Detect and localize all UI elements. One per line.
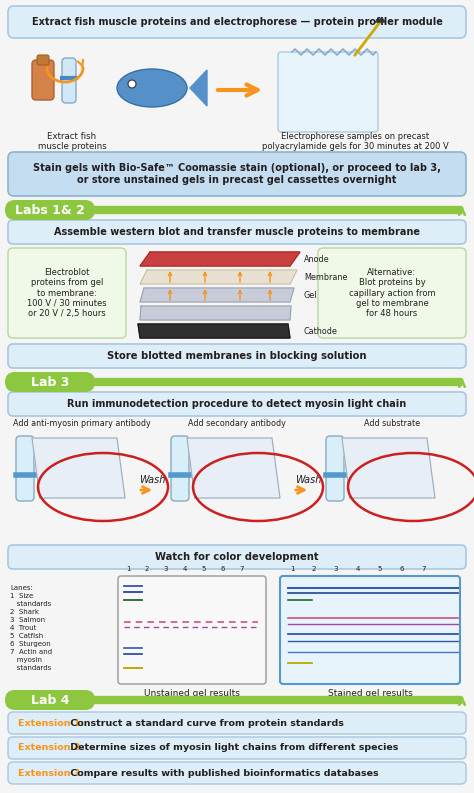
Text: Watch for color development: Watch for color development (155, 552, 319, 562)
Polygon shape (140, 306, 291, 320)
Ellipse shape (128, 80, 136, 88)
Text: 7: 7 (422, 566, 426, 572)
FancyBboxPatch shape (8, 344, 466, 368)
Text: Stained gel results: Stained gel results (328, 689, 412, 699)
FancyBboxPatch shape (16, 436, 34, 501)
FancyBboxPatch shape (8, 545, 466, 569)
FancyBboxPatch shape (8, 762, 466, 784)
Text: Extract fish
muscle proteins: Extract fish muscle proteins (37, 132, 106, 151)
Text: 4: 4 (356, 566, 360, 572)
FancyBboxPatch shape (280, 576, 460, 684)
Text: Cathode: Cathode (304, 327, 338, 335)
FancyBboxPatch shape (32, 60, 54, 100)
Text: Membrane: Membrane (304, 273, 347, 282)
Text: Add secondary antibody: Add secondary antibody (188, 419, 286, 427)
Text: Run immunodetection procedure to detect myosin light chain: Run immunodetection procedure to detect … (67, 399, 407, 409)
Polygon shape (140, 288, 294, 302)
Text: Add substrate: Add substrate (364, 419, 420, 427)
FancyBboxPatch shape (118, 576, 266, 684)
Text: 2: 2 (312, 566, 316, 572)
Text: Extract fish muscle proteins and electrophorese — protein profiler module: Extract fish muscle proteins and electro… (32, 17, 442, 27)
FancyBboxPatch shape (8, 737, 466, 759)
Text: 7: 7 (240, 566, 244, 572)
Text: Assemble western blot and transfer muscle proteins to membrane: Assemble western blot and transfer muscl… (54, 227, 420, 237)
Text: Construct a standard curve from protein standards: Construct a standard curve from protein … (67, 718, 344, 727)
Text: Extension 1:: Extension 1: (18, 718, 84, 727)
Text: Lab 3: Lab 3 (31, 376, 69, 389)
Text: Extension 3:: Extension 3: (18, 768, 84, 777)
Text: Compare results with published bioinformatics databases: Compare results with published bioinform… (67, 768, 379, 777)
FancyBboxPatch shape (318, 248, 466, 338)
FancyBboxPatch shape (8, 6, 466, 38)
Text: Gel: Gel (304, 290, 318, 300)
FancyBboxPatch shape (8, 220, 466, 244)
Text: Labs 1& 2: Labs 1& 2 (15, 204, 85, 216)
Text: 4: 4 (183, 566, 187, 572)
FancyBboxPatch shape (8, 712, 466, 734)
Text: Lanes:
1  Size
   standards
2  Shark
3  Salmon
4  Trout
5  Catfish
6  Sturgeon
7: Lanes: 1 Size standards 2 Shark 3 Salmon… (10, 585, 52, 671)
Polygon shape (140, 252, 300, 266)
Polygon shape (138, 324, 290, 338)
Text: 1: 1 (126, 566, 130, 572)
Text: 5: 5 (202, 566, 206, 572)
Text: Extension 2:: Extension 2: (18, 744, 84, 753)
FancyBboxPatch shape (8, 248, 126, 338)
Polygon shape (375, 18, 385, 22)
Text: Alternative:
Blot proteins by
capillary action from
gel to membrane
for 48 hours: Alternative: Blot proteins by capillary … (349, 268, 435, 318)
Text: 6: 6 (221, 566, 225, 572)
FancyBboxPatch shape (62, 58, 76, 103)
Polygon shape (32, 438, 125, 498)
Ellipse shape (117, 69, 187, 107)
FancyBboxPatch shape (171, 436, 189, 501)
Polygon shape (190, 70, 207, 106)
Text: Stain gels with Bio-Safe™ Coomassie stain (optional), or proceed to lab 3,
or st: Stain gels with Bio-Safe™ Coomassie stai… (33, 163, 441, 185)
Text: 3: 3 (334, 566, 338, 572)
FancyBboxPatch shape (5, 200, 95, 220)
Text: 3: 3 (164, 566, 168, 572)
Polygon shape (342, 438, 435, 498)
FancyBboxPatch shape (326, 436, 344, 501)
Text: Store blotted membranes in blocking solution: Store blotted membranes in blocking solu… (107, 351, 367, 361)
Text: 1: 1 (290, 566, 294, 572)
Polygon shape (140, 270, 297, 284)
Text: Anode: Anode (304, 255, 329, 263)
FancyBboxPatch shape (5, 690, 95, 710)
FancyBboxPatch shape (8, 152, 466, 196)
Text: Electrophorese samples on precast
polyacrylamide gels for 30 minutes at 200 V: Electrophorese samples on precast polyac… (262, 132, 448, 151)
Text: Electroblot
proteins from gel
to membrane:
100 V / 30 minutes
or 20 V / 2,5 hour: Electroblot proteins from gel to membran… (27, 268, 107, 318)
Text: Lab 4: Lab 4 (31, 694, 69, 707)
FancyBboxPatch shape (278, 52, 378, 132)
FancyBboxPatch shape (8, 392, 466, 416)
Polygon shape (187, 438, 280, 498)
Text: Wash: Wash (295, 475, 321, 485)
FancyBboxPatch shape (5, 372, 95, 392)
Text: 5: 5 (378, 566, 382, 572)
Text: Wash: Wash (139, 475, 165, 485)
Text: Determine sizes of myosin light chains from different species: Determine sizes of myosin light chains f… (67, 744, 399, 753)
FancyBboxPatch shape (37, 55, 49, 65)
Text: Unstained gel results: Unstained gel results (144, 689, 240, 699)
Text: 6: 6 (400, 566, 404, 572)
Text: 2: 2 (145, 566, 149, 572)
Text: Add anti-myosin primary antibody: Add anti-myosin primary antibody (13, 419, 151, 427)
